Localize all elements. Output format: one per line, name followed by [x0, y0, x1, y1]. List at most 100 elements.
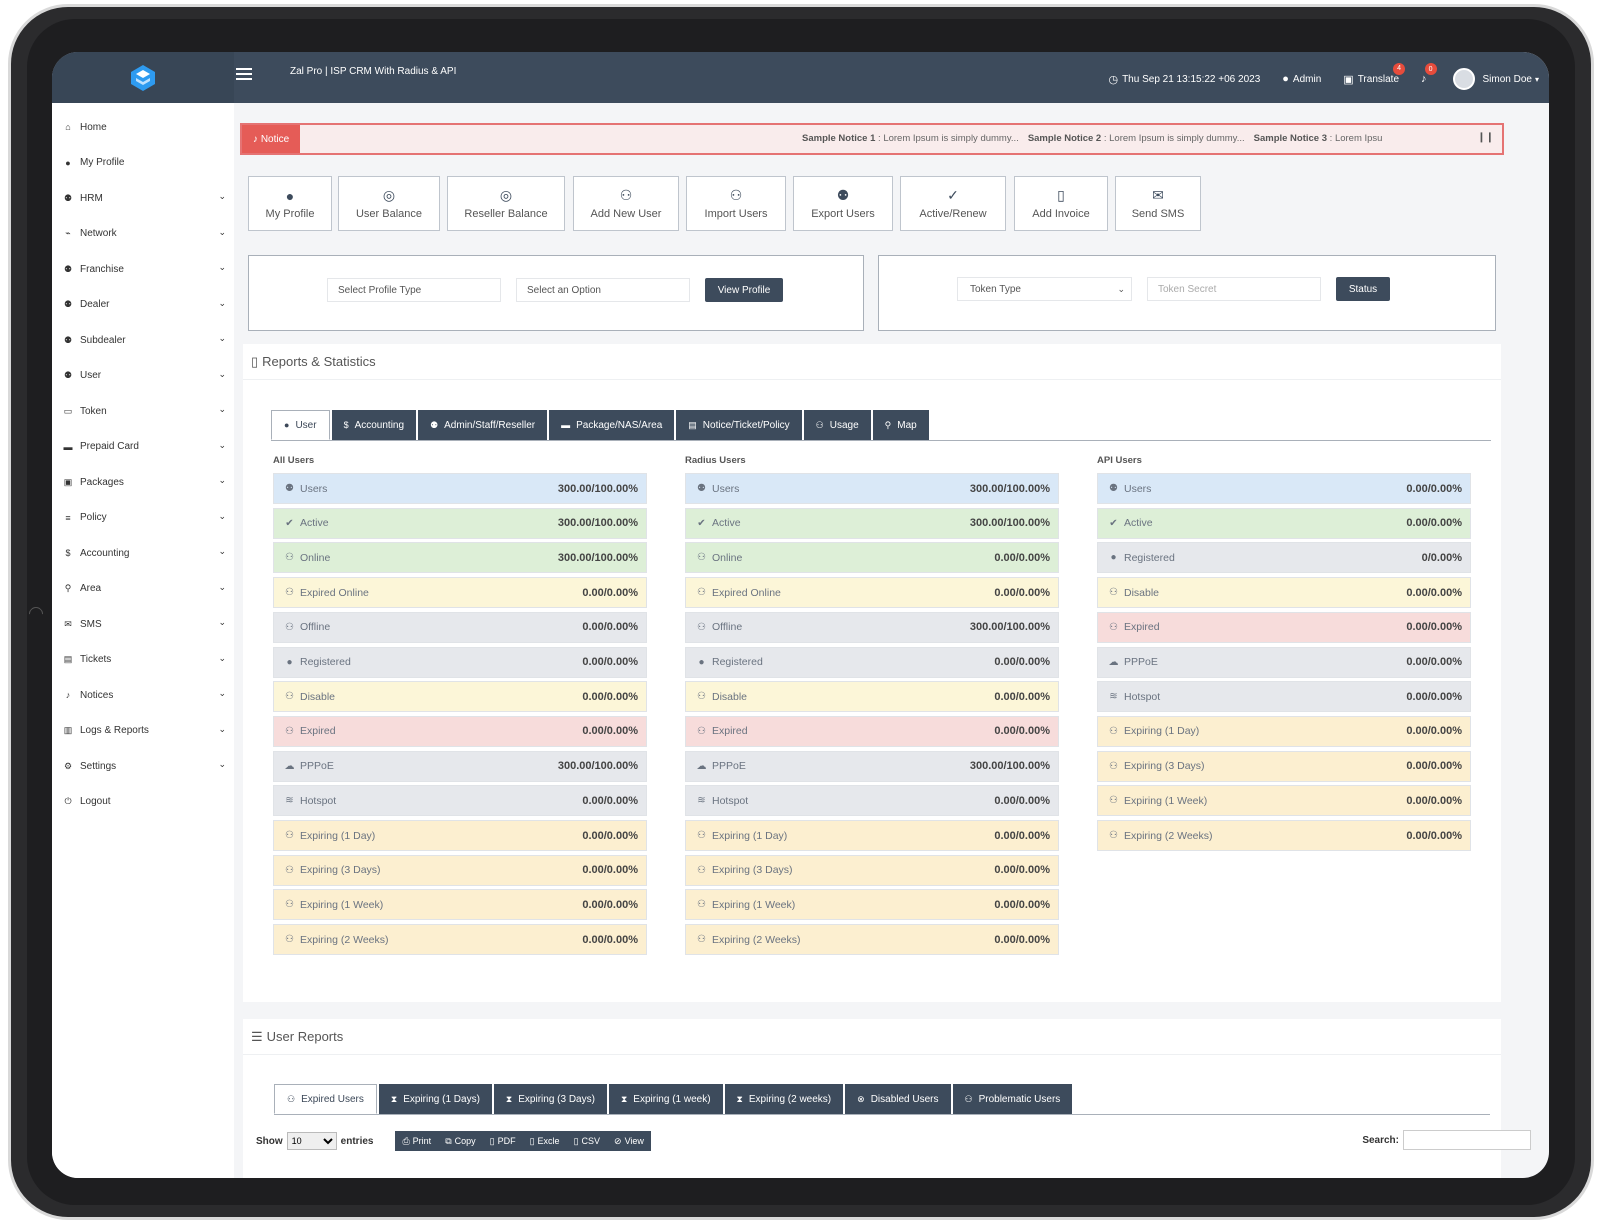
sidebar-item-policy[interactable]: ≡ Policy ⌄ [52, 508, 234, 528]
sidebar-item-network[interactable]: ⌁ Network ⌄ [52, 224, 234, 244]
profile-type-select[interactable]: Select Profile Type [327, 278, 501, 302]
stat-row-users[interactable]: ⚉ Users 0.00/0.00% [1097, 473, 1471, 504]
reseller-balance-button[interactable]: ◎ Reseller Balance [447, 176, 565, 231]
stat-row-disable[interactable]: ⚇ Disable 0.00/0.00% [1097, 577, 1471, 609]
menu-toggle-icon[interactable] [236, 68, 252, 82]
sidebar-item-logs-reports[interactable]: ▥ Logs & Reports ⌄ [52, 721, 234, 741]
search-input[interactable] [1403, 1130, 1531, 1150]
stat-row-pppoe[interactable]: ☁ PPPoE 300.00/100.00% [273, 750, 647, 782]
sidebar-item-hrm[interactable]: ⚉ HRM ⌄ [52, 188, 234, 208]
stat-row-hotspot[interactable]: ≋ Hotspot 0.00/0.00% [1097, 681, 1471, 713]
stat-row-expired-online[interactable]: ⚇ Expired Online 0.00/0.00% [273, 577, 647, 609]
sidebar-item-logout[interactable]: ⏻ Logout [52, 792, 234, 812]
stat-row-users[interactable]: ⚉ Users 300.00/100.00% [685, 473, 1059, 504]
import-users-button[interactable]: ⚇ Import Users [686, 176, 786, 231]
report-tab-expired-users[interactable]: ⚇ Expired Users [274, 1084, 377, 1114]
stat-row-active[interactable]: ✔ Active 0.00/0.00% [1097, 507, 1471, 539]
sidebar-item-accounting[interactable]: $ Accounting ⌄ [52, 543, 234, 563]
stat-row-hotspot[interactable]: ≋ Hotspot 0.00/0.00% [273, 785, 647, 817]
view-profile-button[interactable]: View Profile [705, 278, 783, 302]
stat-row-expiring-2-weeks-[interactable]: ⚇ Expiring (2 Weeks) 0.00/0.00% [273, 924, 647, 956]
notice-marquee[interactable]: Sample Notice 1 : Lorem Ipsum is simply … [802, 133, 1492, 144]
sidebar-item-dealer[interactable]: ⚉ Dealer ⌄ [52, 295, 234, 315]
stat-row-expired[interactable]: ⚇ Expired 0.00/0.00% [1097, 611, 1471, 643]
sidebar-item-settings[interactable]: ⚙ Settings ⌄ [52, 756, 234, 776]
stat-row-hotspot[interactable]: ≋ Hotspot 0.00/0.00% [685, 785, 1059, 817]
sidebar-item-token[interactable]: ▭ Token ⌄ [52, 401, 234, 421]
stat-row-expired-online[interactable]: ⚇ Expired Online 0.00/0.00% [685, 577, 1059, 609]
pause-icon[interactable]: ❙❙ [1477, 132, 1494, 143]
report-tab-expiring-1-week-[interactable]: ⧗ Expiring (1 week) [608, 1084, 723, 1114]
token-type-select[interactable]: Token Type ⌄ [957, 277, 1132, 301]
token-secret-input[interactable]: Token Secret [1147, 277, 1321, 301]
logo-area[interactable] [52, 52, 234, 103]
user-balance-button[interactable]: ◎ User Balance [338, 176, 440, 231]
stat-row-active[interactable]: ✔ Active 300.00/100.00% [685, 507, 1059, 539]
stat-row-expiring-1-day-[interactable]: ⚇ Expiring (1 Day) 0.00/0.00% [273, 820, 647, 851]
export-users-button[interactable]: ⚉ Export Users [793, 176, 893, 231]
option-select[interactable]: Select an Option [516, 278, 690, 302]
tab-usage[interactable]: ⚇ Usage [803, 410, 871, 440]
stat-row-pppoe[interactable]: ☁ PPPoE 300.00/100.00% [685, 750, 1059, 782]
sidebar-item-home[interactable]: ⌂ Home [52, 117, 234, 137]
tab-notice-ticket-policy[interactable]: ▤ Notice/Ticket/Policy [676, 410, 802, 440]
stat-row-expiring-1-day-[interactable]: ⚇ Expiring (1 Day) 0.00/0.00% [1097, 715, 1471, 747]
pdf-button[interactable]: ▯ PDF [482, 1131, 523, 1151]
active-renew-button[interactable]: ✓ Active/Renew [900, 176, 1006, 231]
stat-row-expiring-1-week-[interactable]: ⚇ Expiring (1 Week) 0.00/0.00% [273, 889, 647, 921]
report-tab-expiring-2-weeks-[interactable]: ⧗ Expiring (2 weeks) [724, 1084, 844, 1114]
translate-menu[interactable]: ▣ Translate 4 [1343, 62, 1406, 86]
stat-row-disable[interactable]: ⚇ Disable 0.00/0.00% [685, 681, 1059, 713]
add-new-user-button[interactable]: ⚇ Add New User [573, 176, 679, 231]
my-profile-button[interactable]: ● My Profile [248, 176, 332, 231]
send-sms-button[interactable]: ✉ Send SMS [1115, 176, 1201, 231]
stat-row-expiring-3-days-[interactable]: ⚇ Expiring (3 Days) 0.00/0.00% [273, 854, 647, 886]
stat-row-online[interactable]: ⚇ Online 0.00/0.00% [685, 542, 1059, 574]
stat-row-expiring-1-week-[interactable]: ⚇ Expiring (1 Week) 0.00/0.00% [1097, 785, 1471, 817]
sidebar-item-franchise[interactable]: ⚉ Franchise ⌄ [52, 259, 234, 279]
sidebar-item-packages[interactable]: ▣ Packages ⌄ [52, 472, 234, 492]
tab-map[interactable]: ⚲ Map [872, 410, 929, 440]
tab-accounting[interactable]: $ Accounting [331, 410, 417, 440]
add-invoice-button[interactable]: ▯ Add Invoice [1014, 176, 1108, 231]
report-tab-problematic-users[interactable]: ⚇ Problematic Users [952, 1084, 1073, 1114]
user-menu[interactable]: Simon Doe ▾ [1452, 68, 1539, 90]
stat-row-online[interactable]: ⚇ Online 300.00/100.00% [273, 542, 647, 574]
sidebar-item-notices[interactable]: ♪ Notices ⌄ [52, 685, 234, 705]
sidebar-item-prepaid-card[interactable]: ▬ Prepaid Card ⌄ [52, 437, 234, 457]
report-tab-expiring-3-days-[interactable]: ⧗ Expiring (3 Days) [493, 1084, 607, 1114]
sidebar-item-sms[interactable]: ✉ SMS ⌄ [52, 614, 234, 634]
report-tab-expiring-1-days-[interactable]: ⧗ Expiring (1 Days) [378, 1084, 492, 1114]
stat-row-users[interactable]: ⚉ Users 300.00/100.00% [273, 473, 647, 504]
stat-row-registered[interactable]: ● Registered 0.00/0.00% [273, 646, 647, 678]
sidebar-item-subdealer[interactable]: ⚉ Subdealer ⌄ [52, 330, 234, 350]
admin-menu[interactable]: ● Admin [1282, 73, 1321, 85]
stat-row-active[interactable]: ✔ Active 300.00/100.00% [273, 507, 647, 539]
tab-package-nas-area[interactable]: ▬ Package/NAS/Area [549, 410, 675, 440]
stat-row-expiring-2-weeks-[interactable]: ⚇ Expiring (2 Weeks) 0.00/0.00% [1097, 820, 1471, 851]
stat-row-registered[interactable]: ● Registered 0/0.00% [1097, 542, 1471, 574]
view-button[interactable]: ⊘ View [607, 1131, 651, 1151]
notifications-menu[interactable]: ♪ 0 [1421, 63, 1437, 85]
stat-row-disable[interactable]: ⚇ Disable 0.00/0.00% [273, 681, 647, 713]
sidebar-item-user[interactable]: ⚉ User ⌄ [52, 366, 234, 386]
stat-row-pppoe[interactable]: ☁ PPPoE 0.00/0.00% [1097, 646, 1471, 678]
stat-row-offline[interactable]: ⚇ Offline 300.00/100.00% [685, 611, 1059, 643]
tab-admin-staff-reseller[interactable]: ⚉ Admin/Staff/Reseller [418, 410, 548, 440]
print-button[interactable]: ⎙ Print [395, 1131, 439, 1151]
sidebar-item-area[interactable]: ⚲ Area ⌄ [52, 579, 234, 599]
sidebar-item-tickets[interactable]: ▤ Tickets ⌄ [52, 650, 234, 670]
copy-button[interactable]: ⧉ Copy [438, 1131, 483, 1151]
status-button[interactable]: Status [1336, 277, 1390, 301]
stat-row-expiring-3-days-[interactable]: ⚇ Expiring (3 Days) 0.00/0.00% [685, 854, 1059, 886]
stat-row-expired[interactable]: ⚇ Expired 0.00/0.00% [685, 715, 1059, 747]
stat-row-expiring-2-weeks-[interactable]: ⚇ Expiring (2 Weeks) 0.00/0.00% [685, 924, 1059, 956]
stat-row-expiring-1-week-[interactable]: ⚇ Expiring (1 Week) 0.00/0.00% [685, 889, 1059, 921]
excle-button[interactable]: ▯ Excle [522, 1131, 567, 1151]
stat-row-expiring-3-days-[interactable]: ⚇ Expiring (3 Days) 0.00/0.00% [1097, 750, 1471, 782]
stat-row-registered[interactable]: ● Registered 0.00/0.00% [685, 646, 1059, 678]
report-tab-disabled-users[interactable]: ⊗ Disabled Users [845, 1084, 951, 1114]
tab-user[interactable]: ● User [271, 410, 330, 440]
stat-row-expiring-1-day-[interactable]: ⚇ Expiring (1 Day) 0.00/0.00% [685, 820, 1059, 851]
sidebar-item-my-profile[interactable]: ● My Profile [52, 153, 234, 173]
